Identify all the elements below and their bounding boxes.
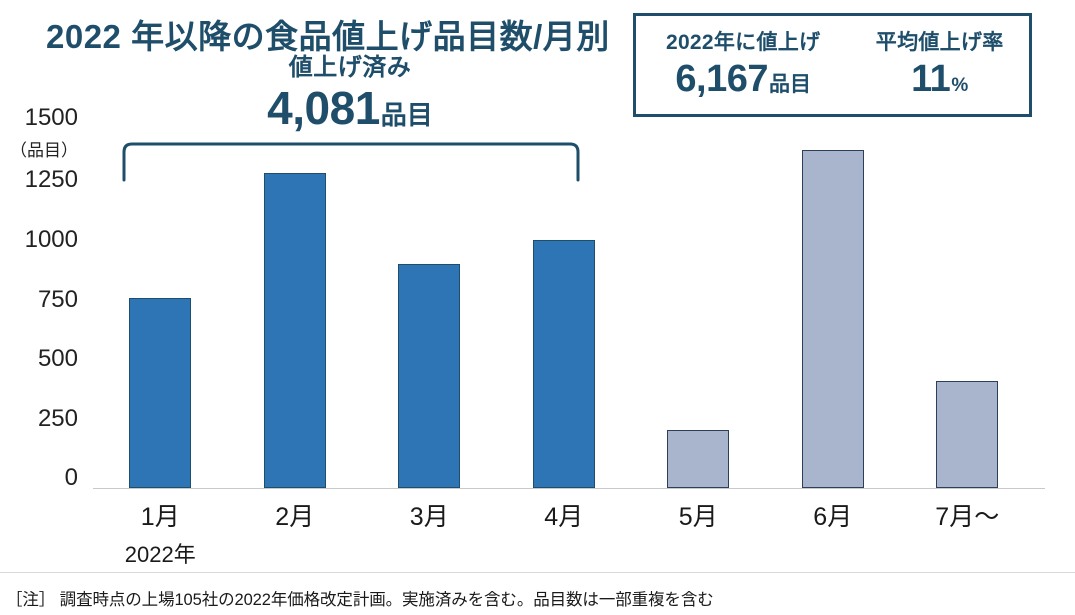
bars-container [93,130,1035,488]
x-axis-tick: 6月 [813,503,853,531]
x-axis-tick: 2月 [275,503,315,531]
x-axis-label-group-6: 6月 [766,497,901,533]
summary-stats-box: 2022年に値上げ 6,167品目 平均値上げ率 11% [633,13,1032,117]
summary-stat-unit: 品目 [768,73,811,96]
y-axis-tick: 1000 [24,226,78,253]
bar-mar [398,263,461,488]
y-axis-tick: 500 [37,345,78,372]
x-axis-tick: 1月 [140,503,180,531]
already-raised-bracket [122,142,580,182]
axis-baseline [93,488,1045,489]
summary-stat-value-row: 6,167品目 [636,60,850,98]
already-raised-callout: 値上げ済み 4,081品目 [205,54,495,132]
x-axis-label-group-1: 1月 2022年 [93,497,228,569]
x-axis-tick: 5月 [678,503,718,531]
bar-apr [532,239,595,488]
page-title: 2022 年以降の食品値上げ品目数/月別 [46,18,610,55]
x-axis-label-group-4: 4月 [497,497,632,533]
x-axis-year-label: 2022年 [124,542,196,567]
bar-slot-4 [497,130,632,488]
summary-stat-value: 6,167 [675,58,768,100]
x-axis-label-group-3: 3月 [362,497,497,533]
callout-value-row: 4,081品目 [205,85,495,131]
bar-slot-6 [766,130,901,488]
bar-jan [129,298,192,488]
summary-stat-average-rate: 平均値上げ率 11% [850,32,1029,98]
summary-stat-total-items: 2022年に値上げ 6,167品目 [636,32,850,98]
y-axis: 1500 （品目） 1250 1000 750 500 250 0 [0,104,86,491]
x-axis: 1月 2022年 2月 3月 4月 5月 6月 7月〜 [93,497,1035,567]
x-axis-label-group-7: 7月〜 [900,497,1035,533]
summary-stat-label: 2022年に値上げ [665,31,821,54]
x-axis-label-group-5: 5月 [631,497,766,533]
bar-slot-7 [900,130,1035,488]
x-axis-tick: 7月〜 [935,503,1000,531]
bar-slot-1 [93,130,228,488]
y-axis-tick: 1500 [24,104,78,131]
callout-value: 4,081 [267,82,380,134]
bar-jul-onward [936,380,999,488]
summary-stat-value: 11 [911,58,951,100]
bar-slot-3 [362,130,497,488]
summary-stat-value-row: 11% [850,60,1029,98]
bar-may [667,429,730,488]
summary-stat-label: 平均値上げ率 [875,31,1004,54]
bar-slot-5 [631,130,766,488]
bar-slot-2 [228,130,363,488]
bar-jun [801,150,864,488]
y-axis-tick: 1250 [24,166,78,193]
x-axis-label-group-2: 2月 [228,497,363,533]
y-axis-unit-label: （品目） [10,141,78,160]
y-axis-tick: 0 [64,464,78,491]
x-axis-tick: 4月 [544,503,584,531]
x-axis-tick: 3月 [409,503,449,531]
callout-label: 値上げ済み [288,54,412,81]
footnote-divider [0,572,1075,573]
y-axis-tick: 750 [37,286,78,313]
bar-feb [263,172,326,488]
footnote-text: ［注］ 調査時点の上場105社の2022年価格改定計画。実施済みを含む。品目数は… [6,591,714,609]
callout-unit: 品目 [380,100,433,130]
summary-stat-unit: % [951,75,969,96]
y-axis-tick: 250 [37,405,78,432]
